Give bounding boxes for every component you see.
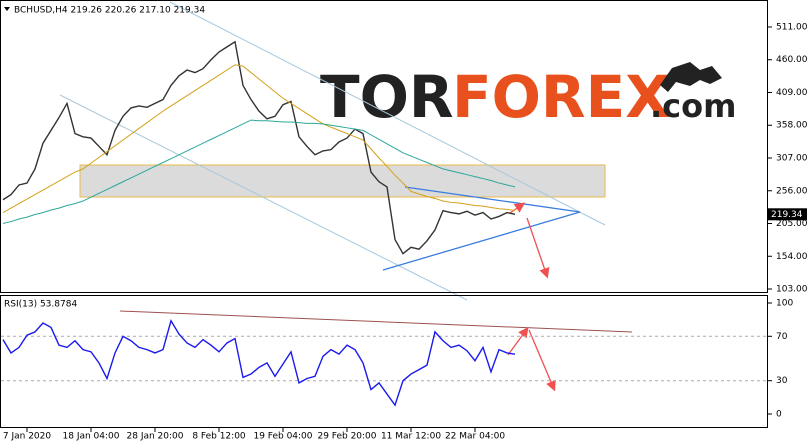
rsi-panel-frame <box>0 295 768 428</box>
arrows <box>507 202 556 392</box>
series-line <box>2 318 516 407</box>
y-tick-label: 30 <box>776 376 788 386</box>
logo-com: .com <box>650 87 736 125</box>
watermark: TOR FOREX .com <box>320 62 736 131</box>
y-tick-label: 256.00 <box>776 186 808 196</box>
arrow <box>528 329 556 392</box>
arrow <box>526 217 550 279</box>
y-tick-label: 409.00 <box>776 88 808 98</box>
arrow <box>509 202 526 214</box>
logo-forex: FOREX <box>452 63 670 131</box>
price-panel-frame <box>0 0 768 293</box>
series-line <box>2 119 516 224</box>
rsi-trend-line <box>119 310 633 333</box>
y-tick-label: 100 <box>776 298 793 308</box>
y-tick-label: 205.00 <box>776 219 808 229</box>
logo-tor: TOR <box>320 63 454 131</box>
arrow <box>507 326 529 356</box>
triangle-line <box>404 186 581 213</box>
y-tick-label: 460.00 <box>776 55 808 65</box>
x-tick-label: 18 Jan 04:00 <box>63 432 120 442</box>
x-tick-label: 8 Feb 12:00 <box>192 432 246 442</box>
x-tick-label: 7 Jan 2020 <box>3 432 51 442</box>
series-line <box>2 64 516 214</box>
x-tick-label: 22 Mar 04:00 <box>445 432 505 442</box>
y-tick-label: 0 <box>776 410 782 420</box>
y-tick-label: 358.00 <box>776 121 808 131</box>
y-tick-label: 511.00 <box>776 22 808 32</box>
price-label: 219.34 <box>771 210 803 220</box>
zone <box>79 164 606 198</box>
price-title: BCHUSD,H4 219.26 220.26 217.10 219.34 <box>14 6 205 16</box>
x-tick-label: 11 Mar 12:00 <box>381 432 441 442</box>
y-tick-label: 307.00 <box>776 153 808 163</box>
y-tick-label: 70 <box>776 332 788 342</box>
rsi-title: RSI(13) 53.8784 <box>4 300 77 310</box>
x-tick-label: 29 Feb 20:00 <box>317 432 376 442</box>
y-tick-label: 154.00 <box>776 252 808 262</box>
price-label-bg <box>768 208 807 221</box>
series-line <box>2 40 516 255</box>
x-tick-label: 19 Feb 04:00 <box>253 432 312 442</box>
logo-bull <box>660 62 722 92</box>
channel-line <box>169 1 606 226</box>
menu-icon <box>4 7 10 11</box>
y-tick-label: 103.00 <box>776 285 808 295</box>
triangle-line <box>382 211 581 271</box>
x-tick-label: 28 Jan 20:00 <box>127 432 184 442</box>
